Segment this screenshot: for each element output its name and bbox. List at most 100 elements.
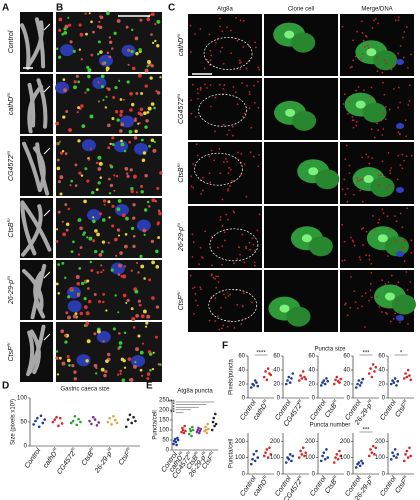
data-point <box>334 456 337 459</box>
puncta <box>88 236 93 241</box>
puncta <box>405 155 408 158</box>
puncta <box>157 236 161 239</box>
x-tick-label-suffix: RI <box>401 397 408 404</box>
data-point <box>249 462 253 466</box>
puncta <box>70 179 73 183</box>
gut-tube <box>22 141 42 193</box>
puncta <box>233 211 236 214</box>
puncta <box>219 218 222 221</box>
puncta <box>349 236 352 239</box>
puncta <box>158 211 162 216</box>
puncta <box>65 228 69 232</box>
gut-tube <box>21 204 43 257</box>
puncta <box>248 241 251 244</box>
sig-label: * <box>172 403 175 409</box>
puncta <box>360 58 362 61</box>
puncta <box>351 116 354 118</box>
puncta <box>230 179 233 182</box>
genotype-label: cathDRI <box>6 92 15 115</box>
puncta <box>131 102 135 107</box>
puncta <box>143 208 148 212</box>
puncta <box>223 239 226 242</box>
puncta <box>381 311 383 313</box>
puncta <box>108 192 112 195</box>
puncta <box>124 265 127 268</box>
puncta <box>254 249 256 252</box>
puncta <box>386 215 389 218</box>
puncta <box>368 258 371 261</box>
data-point <box>211 420 215 424</box>
puncta <box>151 296 155 300</box>
puncta <box>88 12 91 15</box>
puncta <box>369 289 372 292</box>
puncta <box>80 104 84 108</box>
puncta <box>343 303 346 306</box>
x-tick-label: Control <box>379 475 398 498</box>
data-point <box>58 416 62 420</box>
puncta <box>341 260 344 262</box>
data-point <box>408 446 411 450</box>
puncta <box>221 46 224 49</box>
puncta <box>361 20 363 23</box>
puncta <box>359 258 362 261</box>
data-point <box>190 434 193 438</box>
data-point <box>252 453 256 456</box>
arrow <box>43 23 51 31</box>
puncta <box>65 311 69 315</box>
y-tick-label: 0 <box>277 396 281 402</box>
puncta <box>361 53 364 56</box>
puncta <box>362 39 365 42</box>
puncta <box>406 207 409 210</box>
chart-title: Atg8a puncta <box>177 389 213 395</box>
data-point <box>301 370 305 373</box>
puncta <box>67 207 71 211</box>
puncta <box>194 292 197 295</box>
puncta <box>64 203 68 207</box>
data-point <box>210 428 214 432</box>
puncta <box>409 84 411 87</box>
x-tick-label-suffix: RI <box>51 445 58 452</box>
puncta <box>381 208 384 211</box>
puncta <box>194 299 197 302</box>
puncta <box>197 92 199 95</box>
data-point <box>339 454 343 458</box>
puncta <box>55 282 59 286</box>
y-tick-label: 100 <box>305 455 316 461</box>
puncta <box>381 279 384 282</box>
puncta <box>61 149 65 153</box>
puncta <box>56 142 59 146</box>
puncta <box>384 118 387 121</box>
y-tick-label: 60 <box>343 354 350 360</box>
data-point <box>75 423 79 427</box>
puncta <box>346 187 349 190</box>
gut-image <box>20 74 53 134</box>
puncta <box>74 312 78 316</box>
gut-tube <box>35 142 50 196</box>
genotype-label-suffix: RI <box>176 33 181 38</box>
x-tick-label-suffix: RI <box>401 473 408 480</box>
puncta <box>142 309 147 314</box>
puncta <box>72 49 76 53</box>
x-tick-label: CtsBRI <box>322 397 341 419</box>
puncta <box>365 153 368 156</box>
data-point <box>36 416 39 420</box>
genotype-label: 26-29-pRI <box>6 275 15 305</box>
puncta <box>99 176 103 179</box>
puncta <box>144 125 148 129</box>
puncta <box>226 133 229 136</box>
puncta <box>84 12 87 15</box>
genotype-label-suffix: RI <box>6 150 11 155</box>
nucleus <box>396 123 404 129</box>
puncta <box>351 239 354 242</box>
puncta <box>90 53 94 57</box>
data-point <box>205 431 209 435</box>
y-tick-label: 0 <box>312 472 316 478</box>
x-tick-label-suffix: RI <box>184 449 191 456</box>
data-point <box>338 449 341 453</box>
gut-tube <box>26 20 44 67</box>
puncta <box>240 61 242 64</box>
puncta <box>388 227 391 230</box>
puncta <box>132 234 136 238</box>
puncta <box>152 351 155 354</box>
puncta <box>353 244 356 247</box>
